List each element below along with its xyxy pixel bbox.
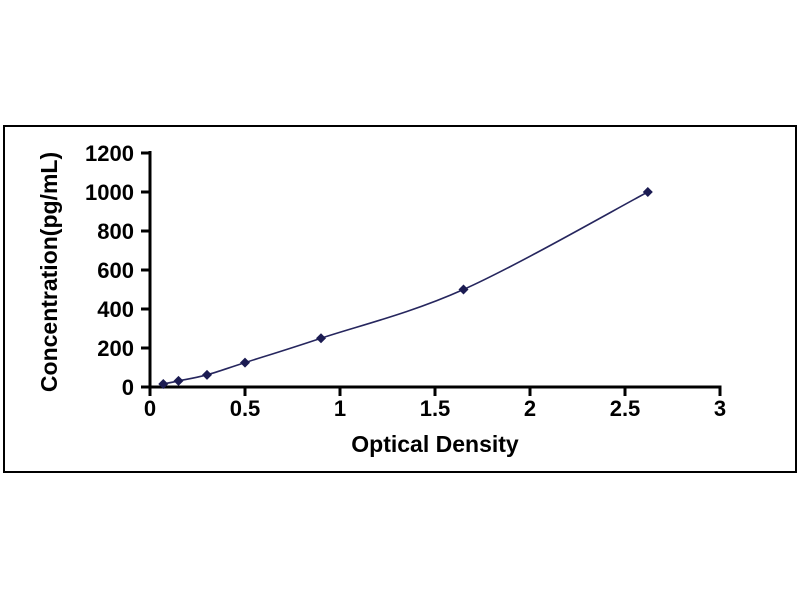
y-tick-label: 800 (97, 219, 134, 244)
x-tick-label: 1 (334, 396, 346, 421)
y-tick-label: 1200 (85, 141, 134, 166)
y-tick-label: 0 (122, 375, 134, 400)
data-point-marker (240, 357, 250, 368)
y-tick-label: 400 (97, 297, 134, 322)
data-point-marker (202, 369, 212, 380)
y-tick-label: 600 (97, 258, 134, 283)
data-point-marker (173, 375, 184, 386)
data-point-marker (316, 333, 326, 344)
data-point-marker (642, 187, 653, 197)
x-tick-label: 3 (714, 396, 726, 421)
x-tick-label: 0.5 (230, 396, 261, 421)
chart-border (3, 125, 797, 473)
y-axis-title: Concentration(pg/mL) (36, 152, 62, 392)
y-tick-label: 1000 (85, 180, 134, 205)
data-point-marker (158, 378, 169, 389)
x-tick-label: 0 (144, 396, 156, 421)
data-point-marker (458, 284, 469, 295)
chart-render-layer: 0 200 400 600 800 1000 1200 0 0.5 1 1.5 2 2.5 3 (3, 125, 797, 473)
x-tick-label: 1.5 (420, 396, 451, 421)
x-tick-label: 2.5 (610, 396, 641, 421)
x-axis-title: Optical Density (351, 431, 519, 457)
x-tick-label: 2 (524, 396, 536, 421)
y-tick-label: 200 (97, 336, 134, 361)
